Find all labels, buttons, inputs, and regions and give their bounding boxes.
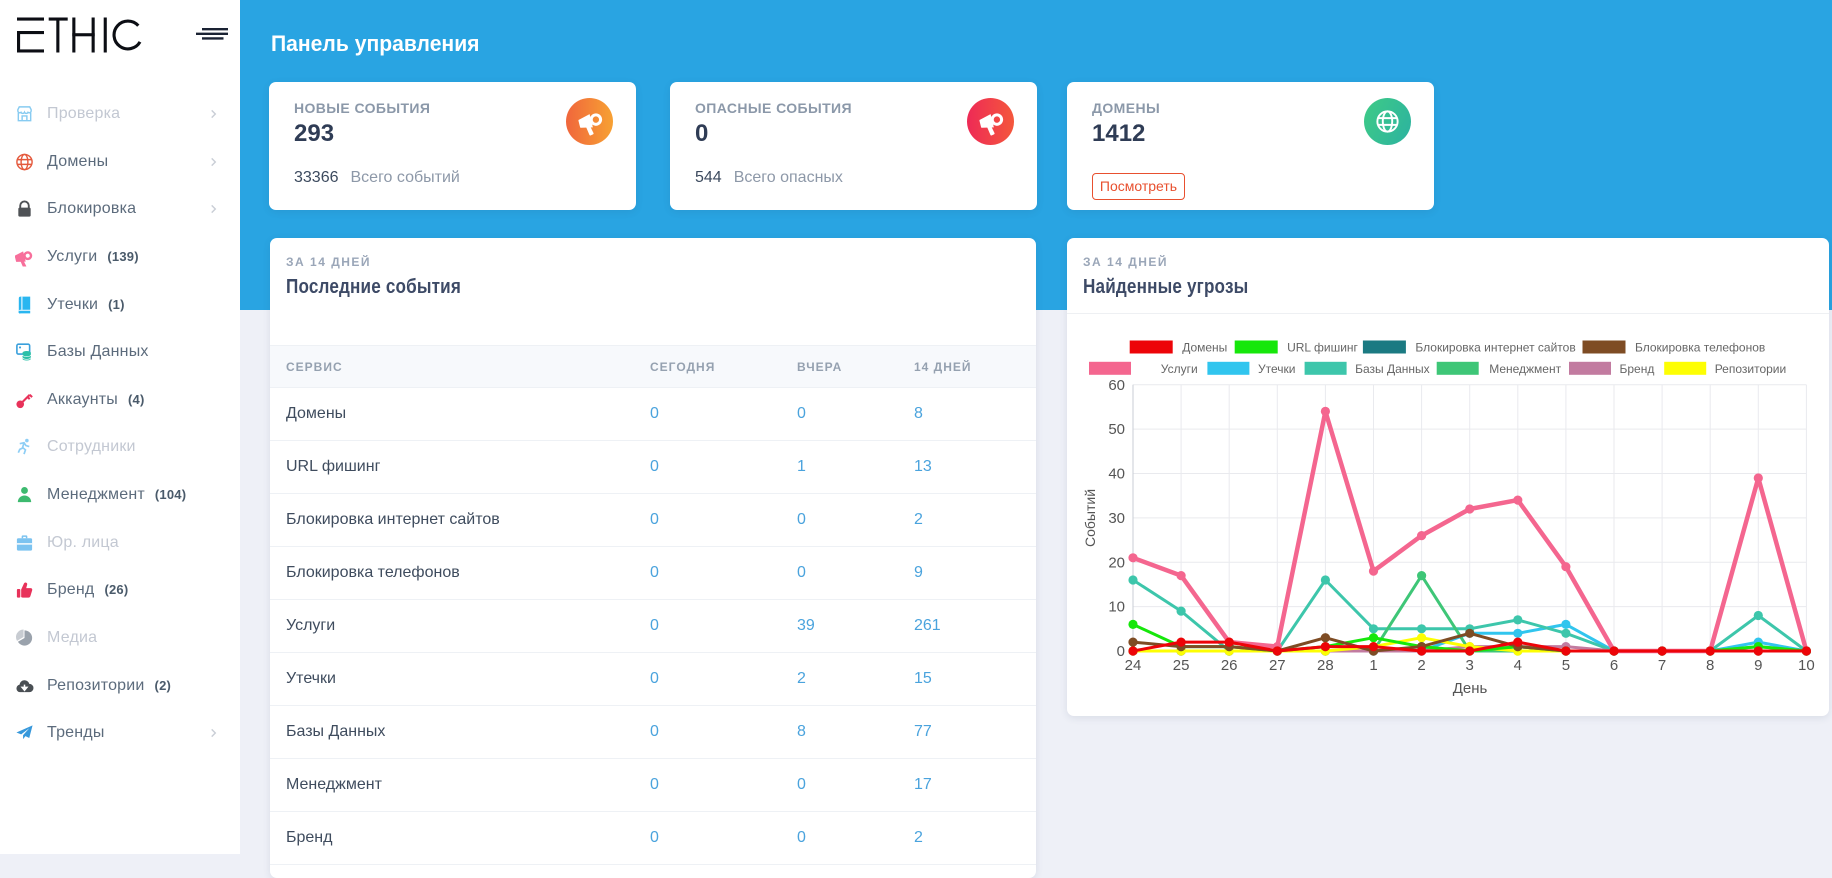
svg-text:10: 10 <box>1798 657 1815 674</box>
svg-text:25: 25 <box>1173 657 1190 674</box>
svg-text:7: 7 <box>1658 657 1666 674</box>
svg-text:9: 9 <box>1754 657 1762 674</box>
svg-text:26: 26 <box>1221 657 1238 674</box>
svg-text:Базы Данных: Базы Данных <box>1355 362 1430 376</box>
svg-text:Событий: Событий <box>1082 489 1098 547</box>
svg-text:Утечки: Утечки <box>1258 362 1295 376</box>
svg-text:День: День <box>1453 680 1488 697</box>
svg-text:0: 0 <box>1117 643 1125 660</box>
svg-text:2: 2 <box>1417 657 1425 674</box>
svg-text:Бренд: Бренд <box>1620 362 1655 376</box>
svg-text:Услуги: Услуги <box>1161 362 1198 376</box>
svg-text:Менеджмент: Менеджмент <box>1489 362 1561 376</box>
svg-text:20: 20 <box>1108 554 1125 571</box>
svg-text:24: 24 <box>1125 657 1142 674</box>
svg-text:Домены: Домены <box>1182 341 1227 355</box>
svg-text:Блокировка телефонов: Блокировка телефонов <box>1635 341 1765 355</box>
svg-text:Репозитории: Репозитории <box>1715 362 1787 376</box>
svg-text:1: 1 <box>1369 657 1377 674</box>
svg-text:60: 60 <box>1108 377 1125 394</box>
svg-text:6: 6 <box>1610 657 1618 674</box>
svg-text:Блокировка интернет сайтов: Блокировка интернет сайтов <box>1415 341 1575 355</box>
svg-text:27: 27 <box>1269 657 1286 674</box>
svg-text:8: 8 <box>1706 657 1714 674</box>
svg-text:28: 28 <box>1317 657 1334 674</box>
svg-text:URL фишинг: URL фишинг <box>1287 341 1358 355</box>
svg-text:4: 4 <box>1514 657 1522 674</box>
svg-text:5: 5 <box>1562 657 1570 674</box>
svg-text:30: 30 <box>1108 510 1125 527</box>
svg-text:40: 40 <box>1108 466 1125 483</box>
svg-text:3: 3 <box>1466 657 1474 674</box>
svg-text:10: 10 <box>1108 599 1125 616</box>
svg-text:50: 50 <box>1108 421 1125 438</box>
